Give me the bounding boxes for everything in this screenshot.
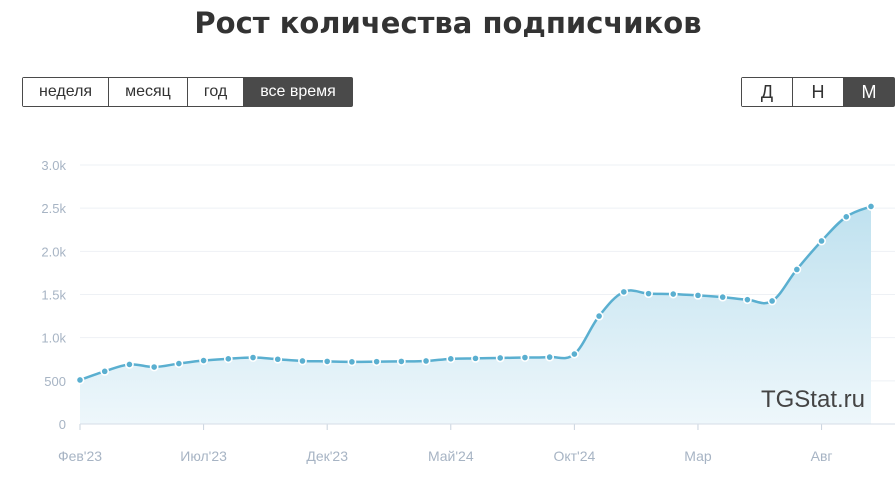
data-point[interactable] [396, 357, 406, 366]
data-point[interactable] [792, 265, 802, 274]
data-point[interactable] [446, 354, 456, 364]
data-point[interactable] [75, 375, 85, 385]
data-point[interactable] [693, 290, 703, 300]
data-point[interactable] [125, 360, 134, 369]
range-selector: неделя месяц год все время [22, 77, 353, 107]
y-tick-label: 2.0k [41, 244, 66, 259]
data-point[interactable] [298, 356, 307, 366]
data-point[interactable] [668, 289, 678, 299]
data-point[interactable] [569, 349, 579, 359]
data-point[interactable] [149, 362, 159, 372]
data-point[interactable] [619, 287, 629, 297]
y-axis: 0 500 1.0k 1.5k 2.0k 2.5k 3.0k [41, 158, 66, 432]
data-point[interactable] [199, 356, 208, 365]
data-point[interactable] [223, 354, 233, 364]
data-point[interactable] [520, 353, 530, 362]
data-point[interactable] [594, 311, 604, 321]
data-points [75, 202, 876, 385]
period-tab-week[interactable]: Н [793, 78, 844, 106]
data-point[interactable] [718, 292, 728, 302]
x-tick-label: Окт'24 [553, 448, 595, 464]
area-fill [80, 206, 871, 424]
data-point[interactable] [841, 212, 851, 222]
x-tick-label: Дек'23 [306, 448, 348, 464]
y-tick-label: 500 [44, 374, 66, 389]
x-tick-label: Май'24 [428, 448, 474, 464]
x-tick-label: Авг [811, 448, 833, 464]
data-point[interactable] [471, 353, 480, 363]
data-point[interactable] [273, 354, 283, 364]
y-tick-label: 3.0k [41, 158, 66, 173]
range-tab-week[interactable]: неделя [23, 78, 110, 106]
data-point[interactable] [743, 295, 752, 305]
data-point[interactable] [644, 289, 653, 299]
y-tick-label: 1.5k [41, 288, 66, 303]
y-tick-label: 1.0k [41, 331, 66, 346]
data-point[interactable] [545, 352, 555, 362]
data-point[interactable] [100, 366, 110, 376]
range-tab-all-time[interactable]: все время [244, 78, 352, 106]
y-tick-label: 0 [59, 417, 66, 432]
watermark: TGStat.ru [761, 386, 865, 413]
data-point[interactable] [866, 202, 876, 211]
data-point[interactable] [347, 357, 357, 367]
x-tick-label: Фев'23 [58, 448, 102, 464]
period-tab-day[interactable]: Д [742, 78, 793, 106]
x-tick-label: Июл'23 [180, 448, 227, 464]
x-tick-label: Мар [684, 448, 712, 464]
data-point[interactable] [421, 356, 431, 366]
data-point[interactable] [322, 357, 332, 366]
range-tab-year[interactable]: год [187, 78, 245, 106]
data-point[interactable] [767, 296, 777, 306]
data-point[interactable] [174, 359, 184, 368]
data-point[interactable] [495, 353, 505, 363]
chart-title: Рост количества подписчиков [194, 6, 702, 40]
data-point[interactable] [817, 236, 826, 246]
data-point[interactable] [372, 357, 382, 367]
period-tab-month[interactable]: М [844, 78, 894, 106]
range-tab-month[interactable]: месяц [109, 78, 188, 106]
period-selector: Д Н М [741, 77, 895, 107]
x-axis: Фев'23 Июл'23 Дек'23 Май'24 Окт'24 Мар Авг [58, 423, 895, 464]
data-point[interactable] [248, 353, 258, 362]
y-tick-label: 2.5k [41, 201, 66, 216]
